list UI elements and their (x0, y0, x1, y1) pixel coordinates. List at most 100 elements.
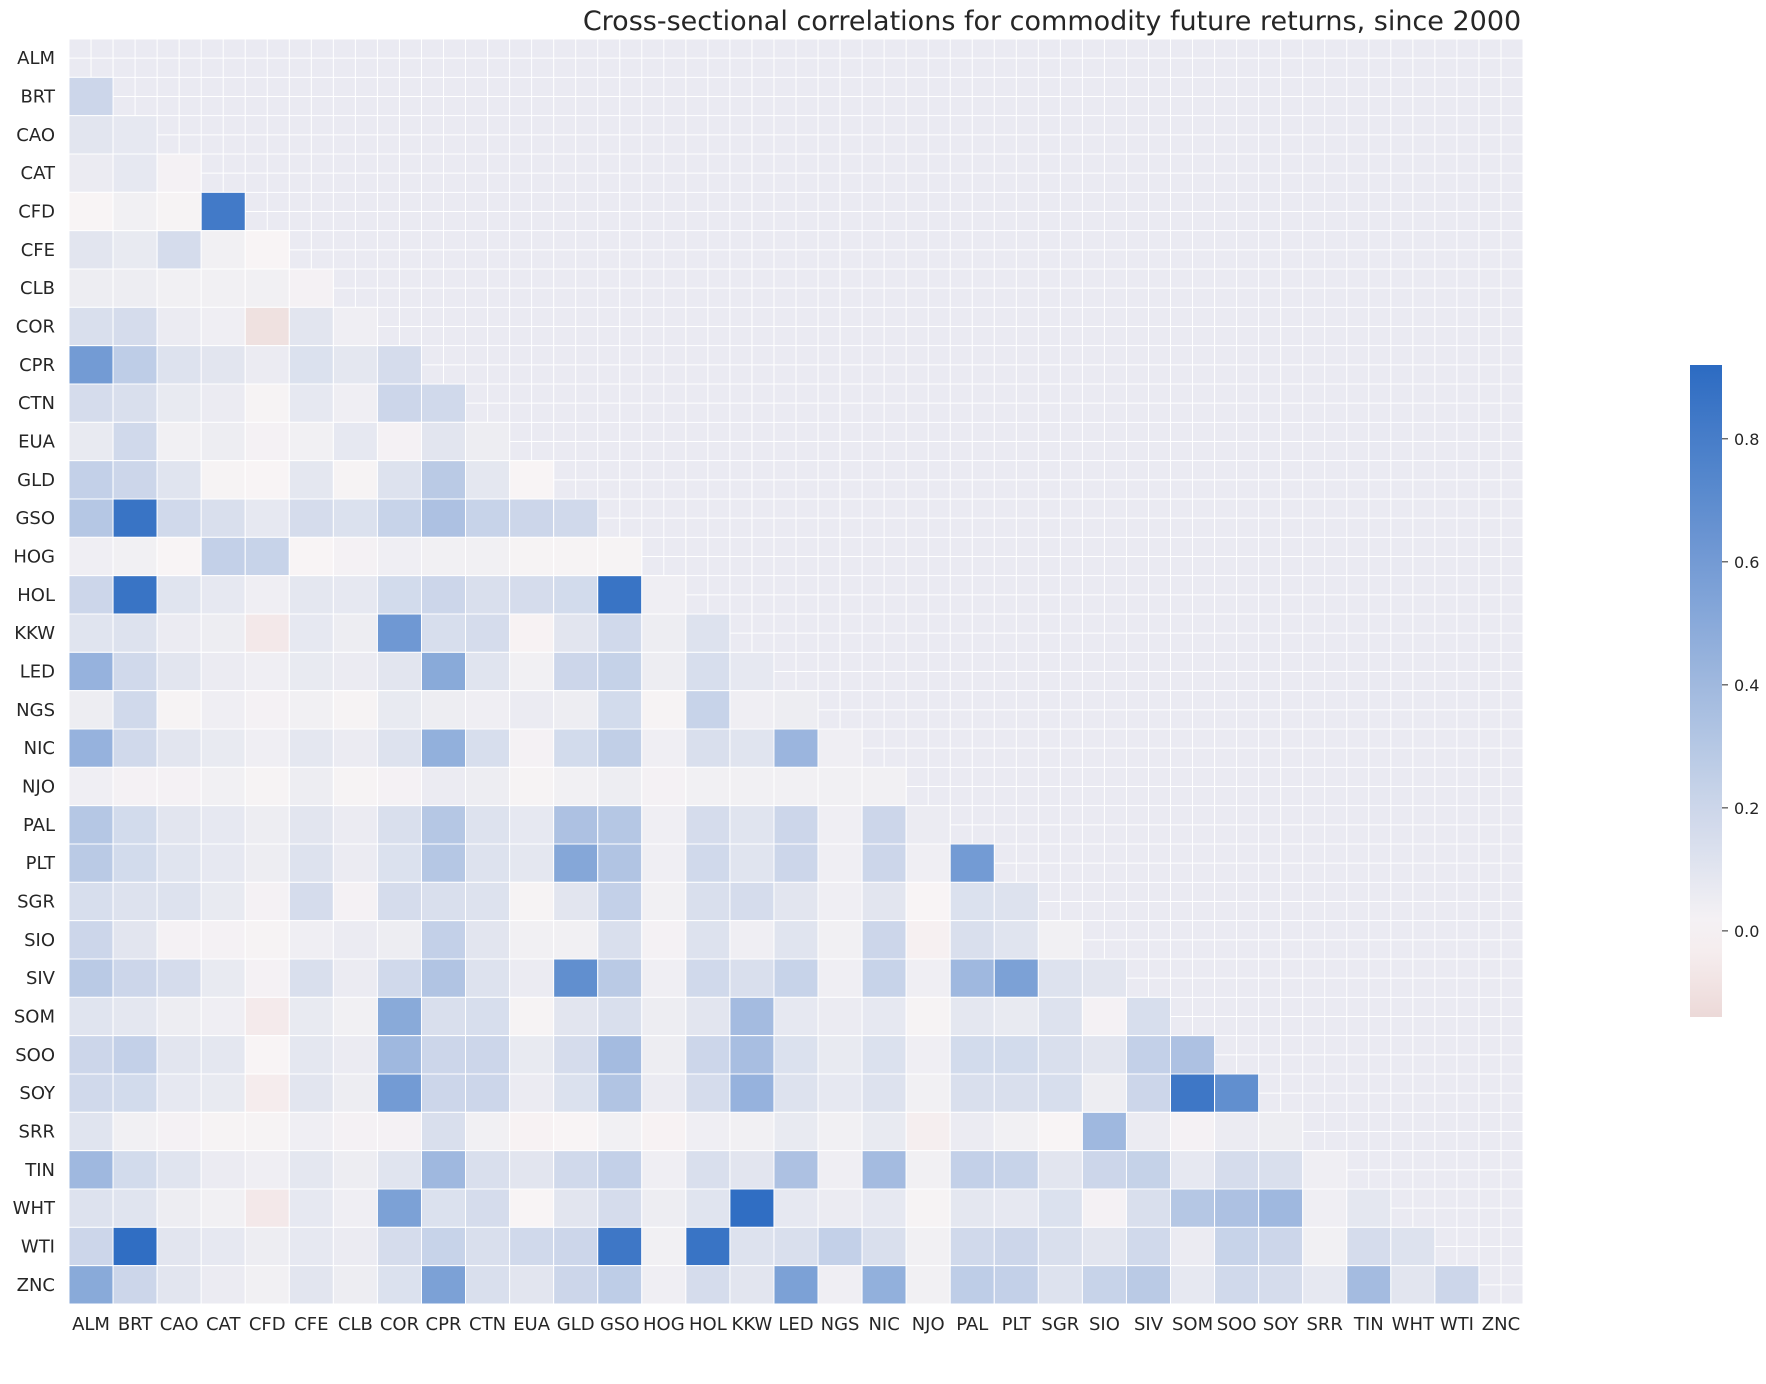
heatmap-cell (68, 498, 114, 538)
heatmap-cell (861, 1035, 907, 1075)
heatmap-cell (1125, 1150, 1172, 1190)
heatmap-cell (993, 958, 1039, 998)
heatmap-cell (685, 613, 731, 653)
y-tick-label: SIV (26, 968, 56, 989)
heatmap-cell (993, 1150, 1039, 1190)
heatmap-cell (685, 1035, 731, 1075)
heatmap-cell (68, 843, 114, 883)
colorbar-tick-label: 0.6 (1734, 553, 1759, 572)
heatmap-cell (993, 1073, 1039, 1113)
heatmap-cell (68, 1265, 114, 1305)
heatmap-cell (817, 1111, 863, 1152)
heatmap-cell (288, 920, 334, 960)
heatmap-cell (949, 881, 995, 922)
heatmap-cell (68, 1073, 114, 1113)
heatmap-cell (332, 1188, 378, 1228)
heatmap-cell (156, 191, 202, 232)
heatmap-cell (200, 881, 246, 922)
heatmap-cell (1081, 958, 1127, 998)
heatmap-cell (200, 958, 246, 998)
heatmap-cell (376, 575, 422, 615)
heatmap-cell (244, 651, 290, 692)
heatmap-cell (288, 1188, 334, 1228)
heatmap-cell (1258, 1226, 1304, 1267)
heatmap-cell (685, 1226, 731, 1267)
heatmap-cell (112, 345, 158, 385)
heatmap-cell (244, 920, 290, 960)
heatmap-cell (949, 1035, 995, 1075)
heatmap-cell (465, 575, 511, 615)
heatmap-cell (244, 230, 290, 270)
heatmap-cell (112, 690, 158, 730)
heatmap-cell (817, 843, 863, 883)
heatmap-cell (156, 843, 202, 883)
heatmap-cell (1170, 1073, 1216, 1113)
heatmap-cell (112, 766, 158, 807)
heatmap-cell (465, 651, 511, 692)
heatmap-cell (773, 1188, 819, 1228)
heatmap-cell (420, 421, 467, 462)
heatmap-cell (509, 536, 555, 577)
heatmap-cell (200, 383, 246, 423)
heatmap-cell (1258, 1111, 1304, 1152)
heatmap-cell (68, 728, 114, 768)
heatmap-cell (1037, 1188, 1083, 1228)
heatmap-cell (332, 651, 378, 692)
heatmap-cell (685, 690, 731, 730)
heatmap-cell (993, 1111, 1039, 1152)
heatmap-cell (1302, 1226, 1348, 1267)
y-tick-label: WHT (13, 1198, 56, 1219)
heatmap-cell (68, 1226, 114, 1267)
x-tick-label: PAL (956, 1314, 988, 1335)
heatmap-cell (509, 766, 555, 807)
heatmap-cell (420, 498, 467, 538)
heatmap-cell (993, 920, 1039, 960)
heatmap-cell (553, 651, 599, 692)
heatmap-cell (509, 1111, 555, 1152)
heatmap-cell (685, 843, 731, 883)
heatmap-cell (465, 1265, 511, 1305)
heatmap-cell (288, 651, 334, 692)
heatmap-cell (597, 766, 643, 807)
heatmap-cell (685, 881, 731, 922)
heatmap-cell (1081, 1226, 1127, 1267)
heatmap-cell (420, 536, 467, 577)
heatmap-cell (553, 1150, 599, 1190)
heatmap-cell (817, 920, 863, 960)
heatmap-cell (376, 996, 422, 1037)
heatmap-cell (68, 1035, 114, 1075)
y-tick-label: CAT (21, 163, 56, 184)
heatmap-cell (420, 460, 467, 500)
heatmap-cell (729, 843, 775, 883)
y-tick-label: CTN (18, 393, 55, 414)
chart-title: Cross-sectional correlations for commodi… (583, 6, 1521, 37)
heatmap-cell (1081, 1265, 1127, 1305)
heatmap-cell (68, 651, 114, 692)
heatmap-cell (861, 805, 907, 845)
x-tick-label: SOM (1172, 1314, 1213, 1335)
heatmap-cell (993, 1226, 1039, 1267)
y-tick-label: CFE (21, 240, 55, 261)
heatmap-cell (465, 1073, 511, 1113)
heatmap-cell (465, 881, 511, 922)
heatmap-cell (729, 1265, 775, 1305)
heatmap-cell (112, 958, 158, 998)
y-tick-label: HOG (13, 547, 55, 568)
heatmap-cell (332, 536, 378, 577)
heatmap-cell (641, 881, 687, 922)
heatmap-cell (156, 230, 202, 270)
heatmap-cell (641, 1150, 687, 1190)
x-tick-label: KKW (732, 1314, 773, 1335)
heatmap-cell (509, 498, 555, 538)
heatmap-cell (244, 536, 290, 577)
heatmap-cell (1346, 1226, 1392, 1267)
heatmap-cell (332, 728, 378, 768)
heatmap-cell (112, 1188, 158, 1228)
heatmap-cell (1081, 1035, 1127, 1075)
y-tick-label: EUA (18, 432, 56, 453)
heatmap-cell (200, 1188, 246, 1228)
heatmap-cell (729, 1226, 775, 1267)
heatmap-cell (1037, 958, 1083, 998)
heatmap-cell (288, 996, 334, 1037)
y-tick-label: CLB (20, 278, 55, 299)
